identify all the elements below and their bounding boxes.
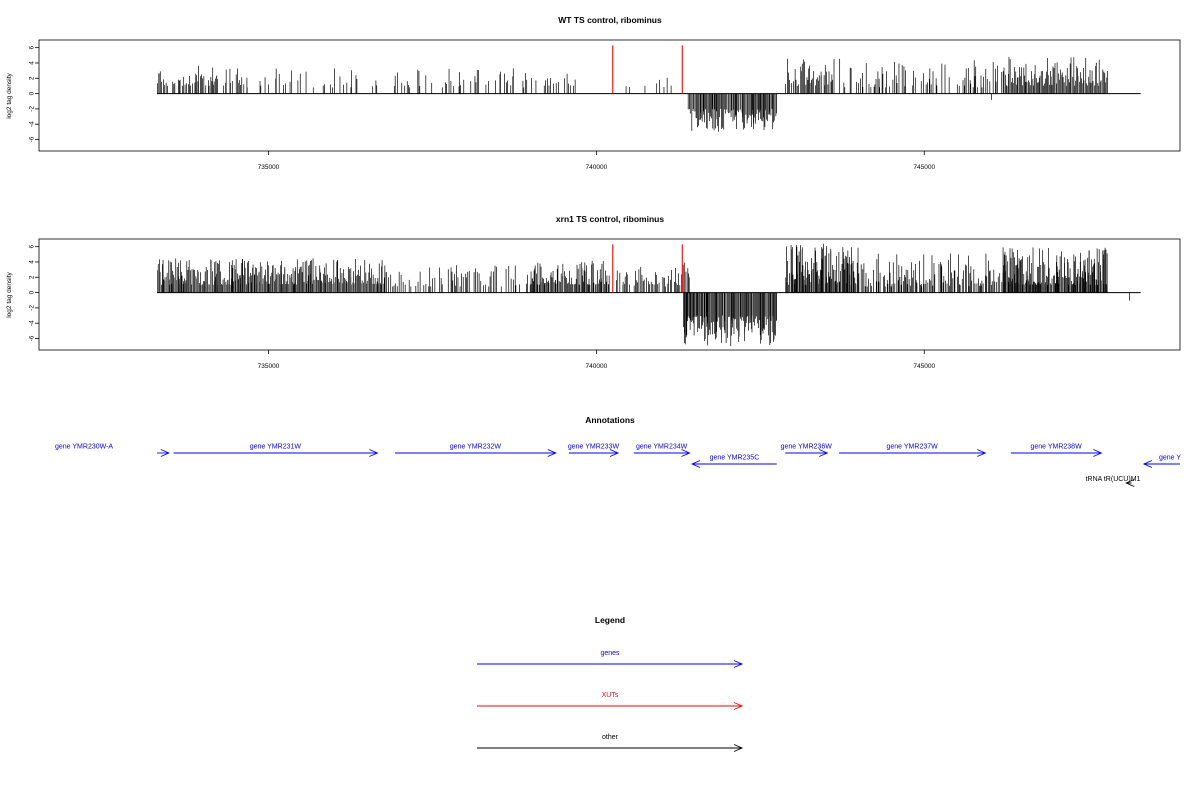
y-tick-label: 6 [29,244,36,248]
gene-arrow: tRNA tR(UCU)M1 [1086,476,1141,487]
panel-xrn1: xrn1 TS control, ribominus log2 tag dens… [6,214,1181,370]
annotations-track: Annotations gene YMR230W-A gene YMR231W ge… [55,415,1181,487]
y-tick-label: 4 [29,260,36,264]
y-tick-label: -2 [29,305,36,311]
y-tick-label: 6 [29,45,36,49]
gene-label: gene YMR238W [1030,444,1082,451]
panel-wt: WT TS control, ribominus log2 tag densit… [6,15,1181,171]
gene-arrow: gene Y [1142,455,1181,468]
y-axis-label: log2 tag density [6,72,13,118]
legend-label: other [602,734,619,741]
gene-arrow: gene YMR238W [1010,444,1103,457]
gene-arrow: gene YMR232W [395,444,557,457]
x-tick-label: 740000 [586,363,608,370]
y-tick-label: -2 [29,106,36,112]
legend-items: genes XUTs other [477,650,744,752]
gene-label: gene YMR232W [450,444,502,451]
gene-label: gene YMR231W [250,444,302,451]
gene-arrow: gene YMR231W [173,444,379,457]
genes-group: gene YMR230W-A gene YMR231W gene YMR232W ge… [55,444,1181,487]
y-tick-label: -6 [29,136,36,142]
x-tick-label: 740000 [586,164,608,171]
legend-item-genes: genes [477,650,744,668]
gene-arrow: gene YMR237W [839,444,987,457]
plot-frame [38,39,1181,152]
legend-item-other: other [477,734,744,752]
x-tick-label: 745000 [913,164,935,171]
x-tick-label: 735000 [258,363,280,370]
gene-label: gene YMR230W-A [55,444,113,451]
y-tick-label: 0 [29,290,36,294]
gene-label: tRNA tR(UCU)M1 [1086,476,1141,483]
gene-arrow: gene YMR236W [781,444,833,457]
legend-item-xuts: XUTs [477,692,744,710]
gene-arrow: gene YMR235C [691,455,777,468]
gene-arrow: gene YMR230W-A [55,444,170,457]
gene-label: gene YMR236W [781,444,833,451]
panel-title: WT TS control, ribominus [558,15,662,25]
gene-label: gene Y [1159,455,1181,462]
gene-arrow: gene YMR233W [568,444,620,457]
y-tick-label: 4 [29,61,36,65]
y-tick-label: 2 [29,76,36,80]
gene-arrow: gene YMR234W [633,444,691,457]
bars-group [157,243,1141,347]
annotations-title: Annotations [585,415,635,425]
axes-group: -6 -4 -2 0 2 4 6 735000 740000 745000 [29,39,1181,171]
legend-title: Legend [595,615,625,625]
axes-group: -6 -4 -2 0 2 4 6 735000 740000 745000 [29,238,1181,370]
gene-label: gene YMR233W [568,444,620,451]
y-tick-label: 2 [29,275,36,279]
x-tick-label: 745000 [913,363,935,370]
gene-label: gene YMR235C [710,455,760,462]
gene-label: gene YMR234W [636,444,688,451]
y-tick-label: -4 [29,121,36,127]
legend: Legend genes XUTs other [477,615,744,752]
bars-group [157,45,1141,132]
y-tick-label: 0 [29,91,36,95]
legend-label: genes [600,650,620,657]
y-axis-label: log2 tag density [6,271,13,317]
y-tick-label: -4 [29,320,36,326]
y-tick-label: -6 [29,335,36,341]
gene-label: gene YMR237W [887,444,939,451]
panel-title: xrn1 TS control, ribominus [556,214,664,224]
legend-label: XUTs [602,692,619,699]
plot-frame [38,238,1181,351]
x-tick-label: 735000 [258,164,280,171]
